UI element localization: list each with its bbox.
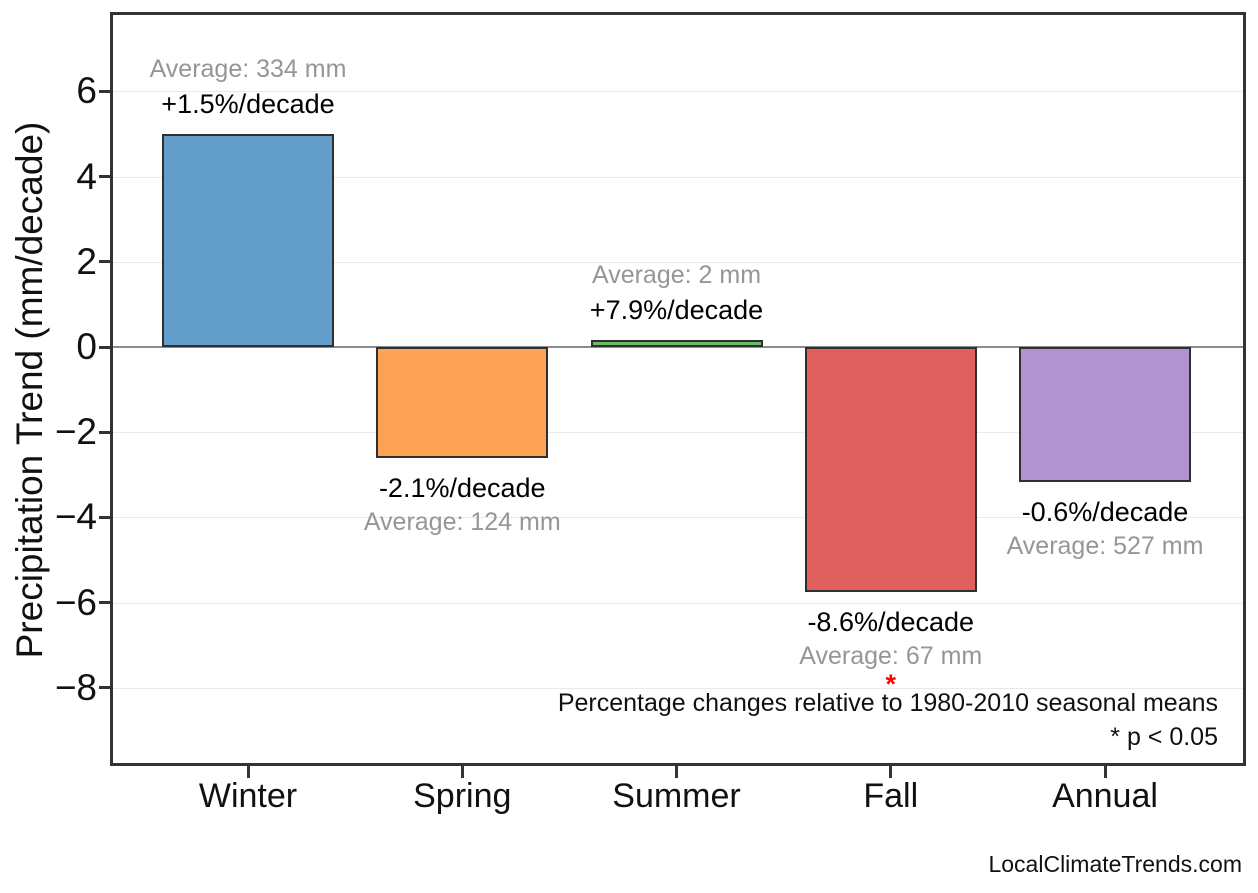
y-tick-label--2: −2 — [54, 411, 97, 453]
gridline-y-4 — [113, 176, 1243, 178]
percent-label-spring: -2.1%/decade — [378, 472, 546, 503]
y-tick-label--6: −6 — [54, 581, 97, 623]
percent-label-annual: -0.6%/decade — [1021, 496, 1189, 527]
x-tick-label-fall: Fall — [863, 777, 919, 815]
gridline-y-2 — [113, 261, 1243, 263]
x-tick-label-spring: Spring — [413, 777, 512, 815]
average-label-annual: Average: 527 mm — [1006, 531, 1204, 560]
bar-spring — [376, 347, 549, 458]
y-tick-label-2: 2 — [76, 240, 97, 282]
y-tick-mark-2 — [99, 260, 111, 264]
gridline-y--4 — [113, 517, 1243, 519]
zero-line — [113, 346, 1243, 348]
bar-summer — [590, 340, 763, 347]
average-label-winter: Average: 334 mm — [149, 54, 347, 83]
x-tick-mark-winter — [246, 766, 250, 778]
gridline-y-6 — [113, 91, 1243, 93]
y-tick-label-0: 0 — [76, 326, 97, 367]
annotation-summer: Average: 2 mm +7.9%/decade — [467, 259, 887, 328]
significance-note: * p < 0.05 — [1110, 723, 1218, 751]
x-tick-mark-summer — [675, 766, 678, 778]
y-tick-label-4: 4 — [76, 155, 97, 197]
percent-label-summer: +7.9%/decade — [589, 295, 764, 326]
percent-label-winter: +1.5%/decade — [161, 88, 335, 119]
percent-label-fall: -8.6%/decade — [807, 607, 975, 638]
y-tick-mark-6 — [99, 89, 111, 93]
footnote: Percentage changes relative to 1980-2010… — [558, 686, 1218, 754]
y-tick-label-6: 6 — [76, 70, 97, 112]
y-tick-mark--6 — [99, 601, 111, 605]
bar-fall — [804, 347, 977, 593]
significance-marker-fall: * — [885, 669, 896, 700]
y-tick-label--4: −4 — [54, 496, 97, 538]
annotation-fall: -8.6%/decade Average: 67 mm * — [681, 604, 1101, 700]
x-tick-mark-annual — [1103, 766, 1107, 778]
footnote-line: Percentage changes relative to 1980-2010… — [557, 689, 1218, 717]
y-tick-mark-4 — [99, 175, 111, 179]
gridline-y--6 — [113, 602, 1243, 604]
average-label-spring: Average: 124 mm — [363, 507, 561, 536]
gridline-y--2 — [113, 432, 1243, 434]
annotation-spring: -2.1%/decade Average: 124 mm — [252, 470, 672, 539]
y-tick-mark--2 — [99, 430, 111, 434]
average-label-fall: Average: 67 mm — [799, 642, 983, 671]
bar-annual — [1019, 347, 1191, 482]
attribution: LocalClimateTrends.com — [988, 851, 1242, 877]
y-tick-mark--4 — [99, 515, 111, 519]
x-tick-label-annual: Annual — [1052, 777, 1158, 815]
x-tick-label-winter: Winter — [198, 777, 298, 815]
x-tick-mark-spring — [460, 766, 464, 778]
annotation-winter: Average: 334 mm +1.5%/decade — [38, 53, 458, 122]
annotation-annual: -0.6%/decade Average: 527 mm — [895, 494, 1258, 563]
x-tick-mark-fall — [889, 766, 893, 778]
y-axis-label: Precipitation Trend (mm/decade) — [9, 121, 50, 659]
bar-winter — [162, 133, 334, 347]
y-tick-mark-0 — [99, 345, 111, 349]
y-tick-label--8: −8 — [54, 666, 97, 708]
average-label-summer: Average: 2 mm — [591, 261, 762, 290]
y-tick-mark--8 — [99, 686, 111, 690]
x-tick-label-summer: Summer — [612, 777, 741, 815]
gridline-y--8 — [113, 687, 1243, 689]
